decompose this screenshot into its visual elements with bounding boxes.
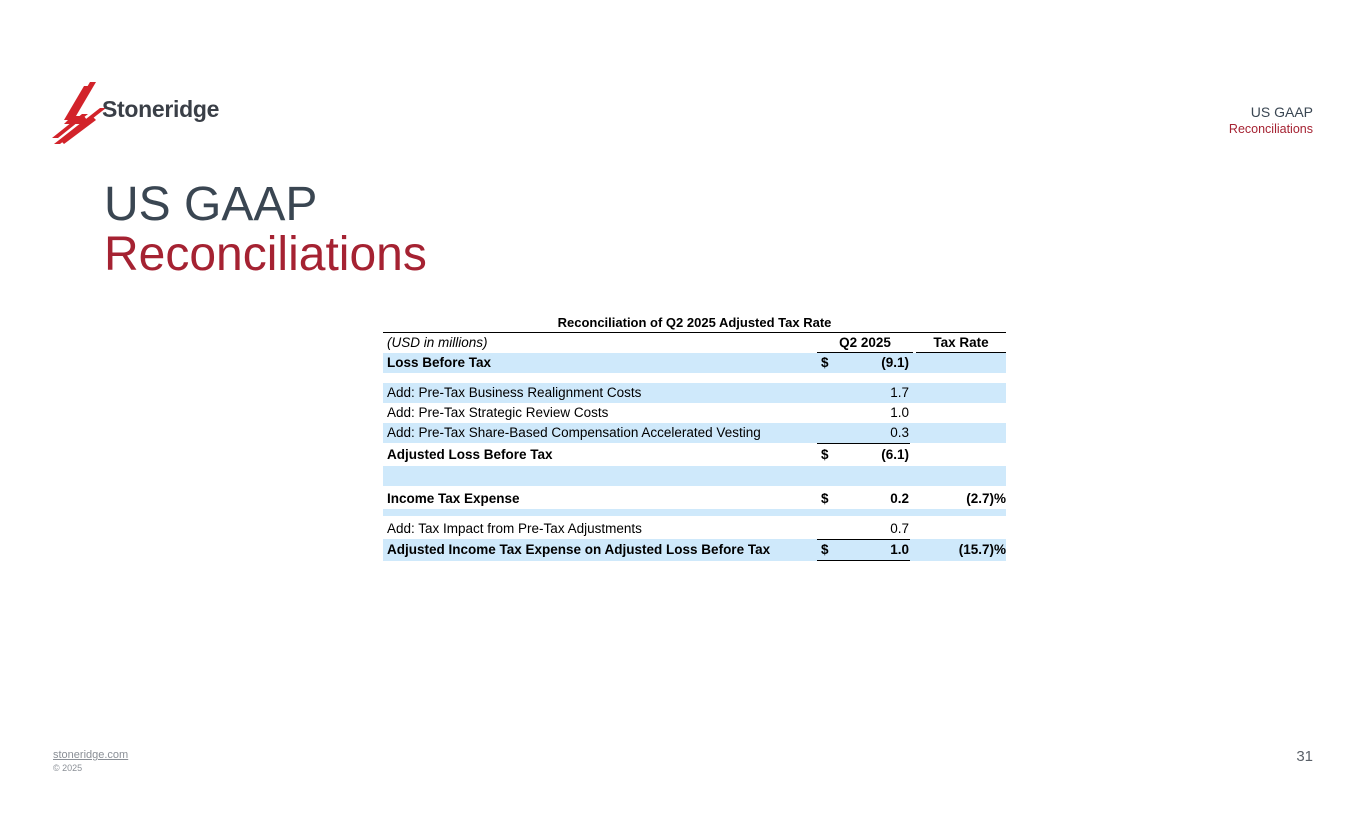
stoneridge-logo: Stoneridge xyxy=(50,80,219,150)
table-row-business-realignment: Add: Pre-Tax Business Realignment Costs … xyxy=(383,383,1006,403)
row-label: Add: Pre-Tax Business Realignment Costs xyxy=(387,385,642,400)
dollar-sign: $ xyxy=(821,447,829,462)
column-header-q2-2025: Q2 2025 xyxy=(817,333,913,353)
copyright-text: © 2025 xyxy=(53,763,83,773)
table-row-strategic-review: Add: Pre-Tax Strategic Review Costs 1.0 xyxy=(383,403,1006,423)
table-row-share-based-compensation: Add: Pre-Tax Share-Based Compensation Ac… xyxy=(383,423,1006,443)
row-value: 0.7 xyxy=(890,521,909,536)
dollar-sign: $ xyxy=(821,355,829,370)
row-label: Income Tax Expense xyxy=(387,491,520,506)
dollar-sign: $ xyxy=(821,491,829,506)
row-value: (9.1) xyxy=(881,355,909,370)
section-tag-secondary: Reconciliations xyxy=(1228,122,1313,136)
row-rate: (2.7)% xyxy=(966,491,1006,506)
dollar-sign: $ xyxy=(821,542,829,557)
row-rate: (15.7)% xyxy=(958,542,1006,557)
stoneridge-logo-mark-icon xyxy=(52,82,106,144)
page-title: US GAAP Reconciliations xyxy=(104,180,427,280)
row-value: 1.7 xyxy=(890,385,909,400)
row-label: Add: Pre-Tax Strategic Review Costs xyxy=(387,405,609,420)
table-spacer xyxy=(383,466,1006,486)
subtotal-rule xyxy=(817,443,910,444)
row-value: 0.3 xyxy=(890,425,909,440)
section-tag-primary: US GAAP xyxy=(1250,104,1313,120)
row-label: Loss Before Tax xyxy=(387,355,492,370)
row-label: Add: Tax Impact from Pre-Tax Adjustments xyxy=(387,521,642,536)
table-row-adjusted-loss: Adjusted Loss Before Tax $ (6.1) xyxy=(383,443,1006,466)
table-spacer xyxy=(383,373,1006,383)
logo-wordmark: Stoneridge xyxy=(102,96,220,122)
table-row-loss-before-tax: Loss Before Tax $ (9.1) xyxy=(383,353,1006,373)
section-tag: US GAAP Reconciliations xyxy=(1229,104,1313,137)
website-link[interactable]: stoneridge.com xyxy=(53,749,129,761)
row-value: 0.2 xyxy=(890,491,909,506)
table-spacer xyxy=(383,509,1006,516)
page-title-line2: Reconciliations xyxy=(104,228,427,281)
table-title: Reconciliation of Q2 2025 Adjusted Tax R… xyxy=(557,315,832,330)
units-label: (USD in millions) xyxy=(387,335,488,350)
table-header-row: (USD in millions) Q2 2025 Tax Rate xyxy=(383,333,1006,353)
row-label: Adjusted Income Tax Expense on Adjusted … xyxy=(387,542,771,557)
total-rule xyxy=(817,560,910,561)
row-label: Add: Pre-Tax Share-Based Compensation Ac… xyxy=(387,425,761,440)
table-row-income-tax-expense: Income Tax Expense $ 0.2 (2.7)% xyxy=(383,489,1006,509)
table-row-adjusted-income-tax: Adjusted Income Tax Expense on Adjusted … xyxy=(383,539,1006,561)
row-value: 1.0 xyxy=(890,405,909,420)
table-top-rule xyxy=(383,332,1006,333)
table-row-tax-impact: Add: Tax Impact from Pre-Tax Adjustments… xyxy=(383,519,1006,539)
reconciliation-table: Reconciliation of Q2 2025 Adjusted Tax R… xyxy=(383,313,1006,561)
page-title-line1: US GAAP xyxy=(104,178,318,231)
row-value: (6.1) xyxy=(881,447,909,462)
row-label: Adjusted Loss Before Tax xyxy=(387,447,553,462)
page-number: 31 xyxy=(1296,748,1313,765)
column-header-tax-rate: Tax Rate xyxy=(916,333,1006,353)
subtotal-rule xyxy=(817,539,910,540)
row-value: 1.0 xyxy=(890,542,909,557)
